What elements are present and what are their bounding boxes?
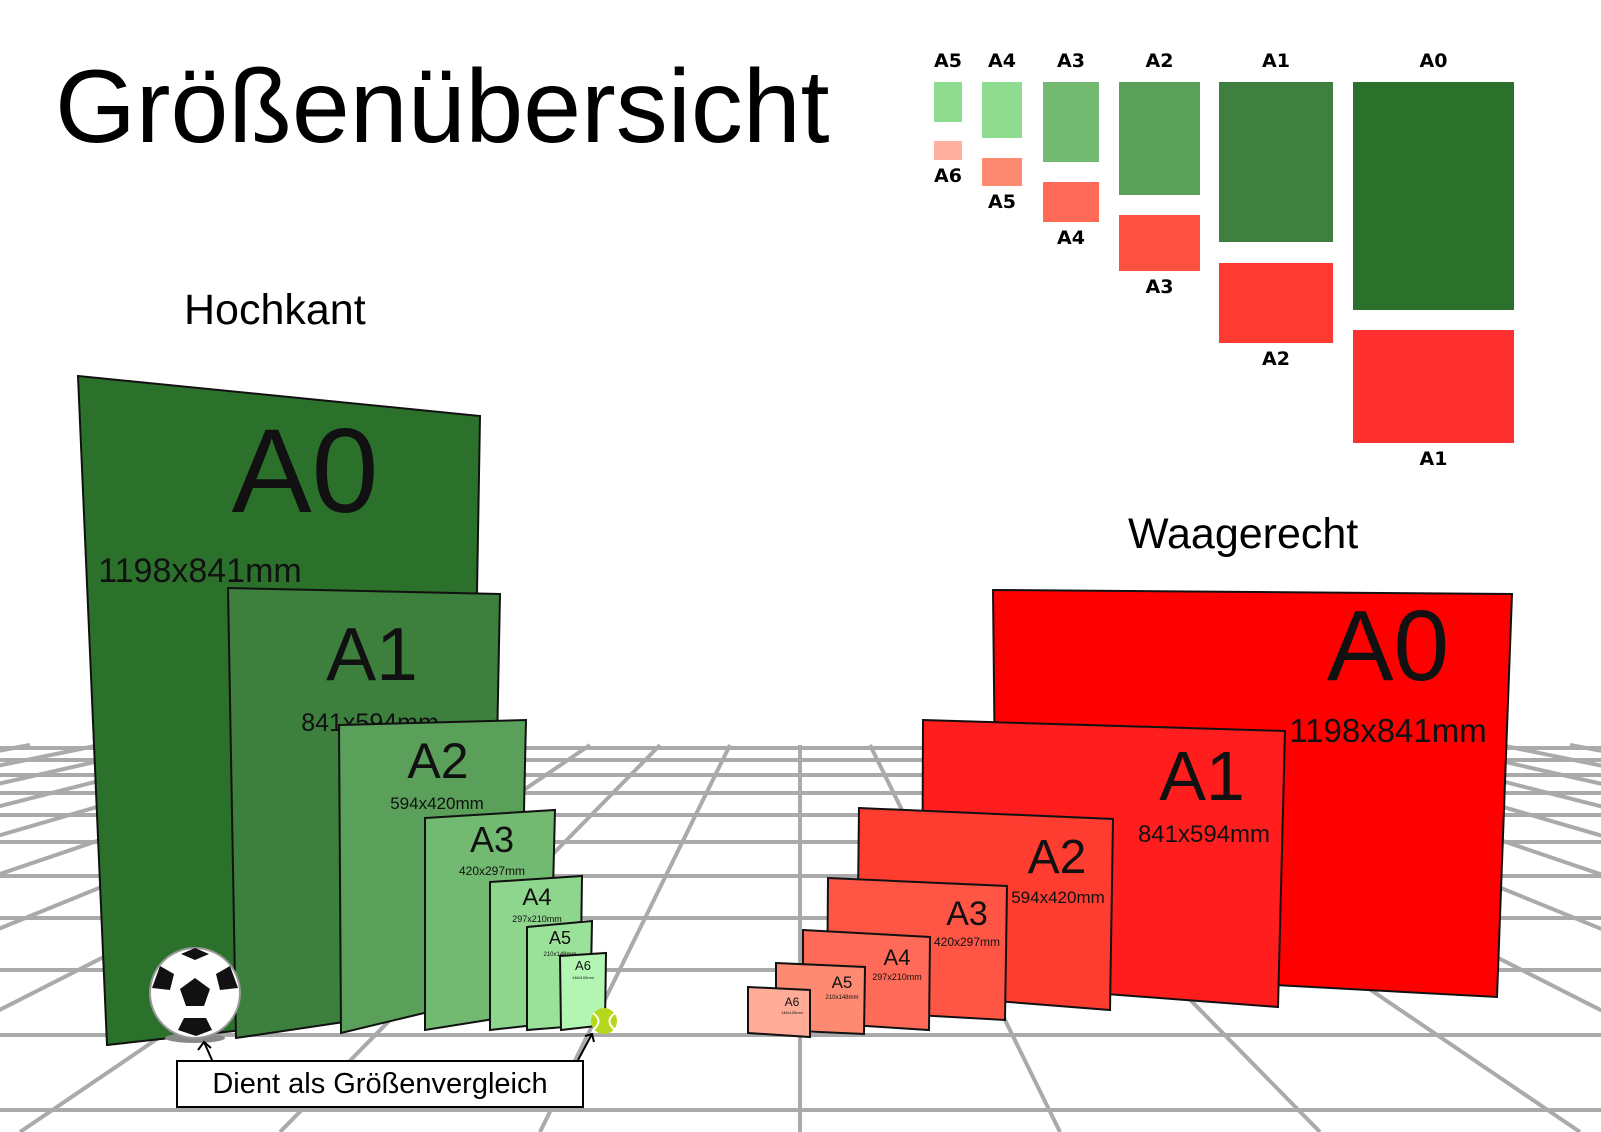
overview-red-rect <box>1353 330 1514 443</box>
overview-green-rect <box>1119 82 1200 195</box>
sheet-size: 594x420mm <box>390 794 484 813</box>
sheet-size: 420x297mm <box>459 864 525 878</box>
sheet-size: 1198x841mm <box>98 552 302 590</box>
tennis-ball-icon <box>591 1008 617 1034</box>
sheet-size: 297x210mm <box>872 972 922 982</box>
overview-green-rect <box>982 82 1022 138</box>
sheet-size: 148x105mm <box>781 1010 804 1015</box>
comparison-note: Dient als Größenvergleich <box>212 1068 548 1100</box>
overview-label-top: A5 <box>934 50 962 72</box>
overview-green-rect <box>1219 82 1333 242</box>
overview-label-top: A2 <box>1145 50 1174 72</box>
sheet-size: 1198x841mm <box>1289 712 1487 749</box>
overview-green-rect <box>1353 82 1514 310</box>
sheet-name: A5 <box>832 973 853 992</box>
overview-label-top: A4 <box>988 50 1016 72</box>
sheet-name: A4 <box>884 945 911 970</box>
sheet-name: A0 <box>232 404 379 538</box>
overview-green-rect <box>934 82 962 122</box>
sheet-name: A4 <box>522 884 551 911</box>
sheet-name: A2 <box>407 733 468 789</box>
overview-label-bottom: A3 <box>1145 276 1174 298</box>
sheet-size: 297x210mm <box>512 914 562 924</box>
page-title: Größenübersicht <box>55 49 830 165</box>
sheet-name: A0 <box>1327 590 1449 702</box>
overview-green-rect <box>1043 82 1099 162</box>
soccer-ball-icon <box>149 947 241 1043</box>
sheet-size: 841x594mm <box>1138 821 1270 848</box>
sheet-name: A1 <box>1159 737 1245 815</box>
overview-label-bottom: A2 <box>1262 348 1290 370</box>
overview-red-rect <box>934 141 962 160</box>
overview-red-rect <box>982 158 1022 186</box>
grid-line <box>1289 743 1601 838</box>
overview-label-bottom: A5 <box>988 191 1016 213</box>
overview-label-bottom: A6 <box>934 165 962 187</box>
sheet-name: A2 <box>1028 831 1087 884</box>
sheet-size: 148x105mm <box>572 975 595 980</box>
overview-label-top: A0 <box>1419 50 1448 72</box>
sheet-size: 420x297mm <box>934 935 1000 949</box>
sheet-name: A5 <box>549 928 571 948</box>
sheet-size: 594x420mm <box>1011 888 1105 907</box>
landscape-heading: Waagerecht <box>1128 510 1359 558</box>
overview-label-bottom: A1 <box>1419 448 1448 470</box>
portrait-heading: Hochkant <box>184 286 366 334</box>
overview-red-rect <box>1119 215 1200 271</box>
sheets: A0 1198x841mm A1 841x594mm A2 594x420mm A3 420x… <box>76 374 1514 1047</box>
sheet-name: A1 <box>326 612 418 696</box>
sheet-size: 210x148mm <box>825 995 858 1001</box>
overview-red-rect <box>1043 182 1099 222</box>
overview-label-bottom: A4 <box>1057 227 1085 249</box>
sheet-name: A3 <box>946 895 988 933</box>
overview-label-top: A1 <box>1262 50 1290 72</box>
sheet-name: A3 <box>470 819 514 860</box>
overview-red-rect <box>1219 263 1333 343</box>
comparison-note-box: Dient als Größenvergleich <box>176 1060 584 1108</box>
arrow-icon <box>197 1032 595 1061</box>
sheet-name: A6 <box>785 995 800 1009</box>
grid-line <box>0 743 311 838</box>
sheet-name: A6 <box>575 958 591 973</box>
overview-label-top: A3 <box>1057 50 1085 72</box>
sheet-shape <box>747 985 811 1039</box>
